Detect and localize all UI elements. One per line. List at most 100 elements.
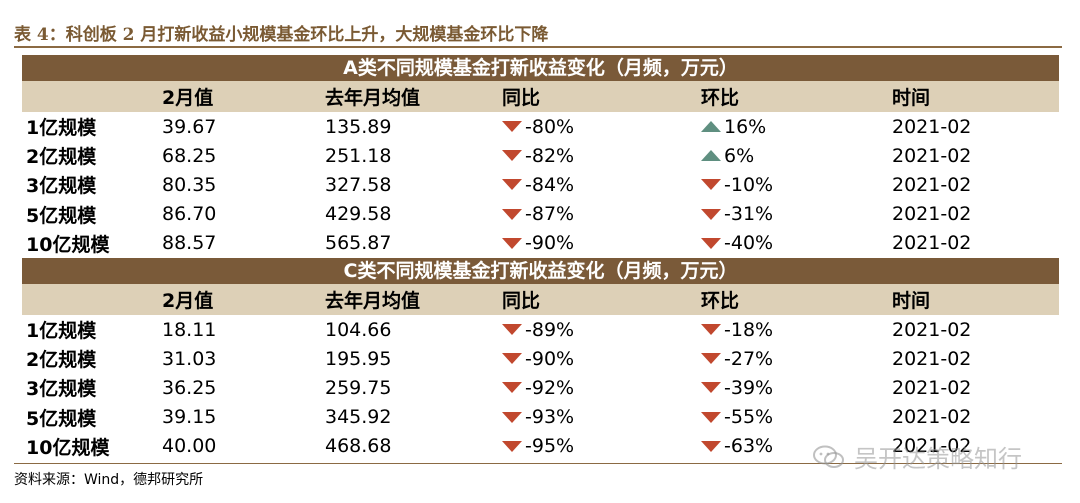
triangle-up-icon	[701, 150, 721, 162]
cell-mom: -10%	[701, 170, 773, 199]
source-note: 资料来源：Wind，德邦研究所	[14, 472, 204, 488]
column-header: 时间	[892, 87, 931, 109]
cell-time: 2021-02	[892, 232, 972, 255]
row-label: 2亿规模	[26, 349, 97, 372]
triangle-down-icon	[701, 440, 721, 452]
cell-time: 2021-02	[892, 203, 972, 226]
cell-value: -40%	[724, 232, 774, 255]
top-rule	[14, 46, 1062, 48]
triangle-down-icon	[701, 382, 721, 394]
cell-avg: 345.92	[325, 406, 392, 429]
table-row: 10亿规模 88.57 565.87 -90% -40% 2021-02	[22, 229, 1059, 258]
triangle-down-icon	[502, 440, 522, 452]
cell-time: 2021-02	[892, 173, 972, 196]
triangle-down-icon	[502, 353, 522, 365]
cell-time: 2021-02	[892, 318, 972, 341]
cell-value: -39%	[724, 376, 774, 399]
cell-time: 2021-02	[892, 115, 972, 138]
column-header: 2月值	[162, 289, 214, 312]
column-header: 2月值	[162, 87, 214, 109]
cell-yoy: -80%	[502, 112, 574, 141]
cell-mom: -27%	[701, 344, 773, 373]
triangle-down-icon	[502, 208, 522, 220]
cell-value: -87%	[525, 203, 575, 226]
cell-feb: 36.25	[162, 376, 217, 399]
cell-value: -89%	[525, 318, 575, 341]
cell-feb: 18.11	[162, 318, 217, 341]
cell-feb: 86.70	[162, 203, 217, 226]
cell-yoy: -84%	[502, 170, 574, 199]
cell-time: 2021-02	[892, 347, 972, 370]
column-header-row: 2月值 去年月均值 同比 环比 时间	[22, 283, 1059, 315]
cell-time: 2021-02	[892, 435, 972, 458]
column-header: 环比	[701, 87, 740, 109]
cell-feb: 80.35	[162, 173, 217, 196]
column-header: 同比	[502, 289, 541, 312]
table-row: 3亿规模 36.25 259.75 -92% -39% 2021-02	[22, 373, 1059, 402]
data-table: A类不同规模基金打新收益变化（月频，万元） 2月值 去年月均值 同比 环比 时间 1亿规模 3…	[22, 55, 1059, 461]
triangle-down-icon	[502, 324, 522, 336]
row-label: 3亿规模	[26, 175, 97, 198]
triangle-down-icon	[701, 208, 721, 220]
cell-mom: 6%	[701, 141, 754, 170]
triangle-down-icon	[502, 382, 522, 394]
table-row: 5亿规模 86.70 429.58 -87% -31% 2021-02	[22, 200, 1059, 229]
cell-feb: 88.57	[162, 232, 217, 255]
cell-yoy: -89%	[502, 315, 574, 344]
cell-value: -92%	[525, 376, 575, 399]
cell-yoy: -90%	[502, 229, 574, 258]
cell-value: -55%	[724, 406, 774, 429]
cell-mom: -31%	[701, 200, 773, 229]
cell-value: -18%	[724, 318, 774, 341]
cell-value: -82%	[525, 144, 575, 167]
table-row: 10亿规模 40.00 468.68 -95% -63% 2021-02	[22, 432, 1059, 461]
table-row: 1亿规模 39.67 135.89 -80% 16% 2021-02	[22, 112, 1059, 141]
section-heading: A类不同规模基金打新收益变化（月频，万元）	[22, 55, 1059, 81]
triangle-down-icon	[701, 179, 721, 191]
cell-yoy: -90%	[502, 344, 574, 373]
cell-mom: -18%	[701, 315, 773, 344]
column-header-row: 2月值 去年月均值 同比 环比 时间	[22, 81, 1059, 112]
cell-time: 2021-02	[892, 376, 972, 399]
cell-value: -93%	[525, 406, 575, 429]
cell-value: 16%	[724, 115, 767, 138]
cell-yoy: -92%	[502, 373, 574, 402]
column-header: 时间	[892, 289, 931, 312]
cell-value: -10%	[724, 173, 774, 196]
triangle-down-icon	[701, 353, 721, 365]
watermark-text: 吴开达策略知行	[854, 445, 1022, 473]
cell-value: -80%	[525, 115, 575, 138]
triangle-up-icon	[701, 121, 721, 133]
watermark: 吴开达策略知行	[812, 439, 1022, 474]
row-label: 10亿规模	[26, 436, 110, 459]
cell-mom: 16%	[701, 112, 766, 141]
cell-feb: 39.67	[162, 115, 217, 138]
column-header: 同比	[502, 87, 541, 109]
triangle-down-icon	[701, 237, 721, 249]
table-row: 1亿规模 18.11 104.66 -89% -18% 2021-02	[22, 315, 1059, 344]
cell-avg: 468.68	[325, 435, 392, 458]
triangle-down-icon	[502, 179, 522, 191]
triangle-down-icon	[502, 411, 522, 423]
triangle-down-icon	[502, 121, 522, 133]
cell-avg: 104.66	[325, 318, 392, 341]
cell-time: 2021-02	[892, 144, 972, 167]
cell-feb: 31.03	[162, 347, 217, 370]
cell-value: -90%	[525, 347, 575, 370]
cell-yoy: -87%	[502, 200, 574, 229]
cell-yoy: -82%	[502, 141, 574, 170]
row-label: 1亿规模	[26, 320, 97, 343]
cell-value: -63%	[724, 435, 774, 458]
column-header: 去年月均值	[325, 289, 421, 312]
cell-value: -90%	[525, 232, 575, 255]
triangle-down-icon	[701, 324, 721, 336]
cell-feb: 40.00	[162, 435, 217, 458]
cell-avg: 135.89	[325, 115, 392, 138]
column-header: 去年月均值	[325, 87, 421, 109]
column-header: 环比	[701, 289, 740, 312]
table-title: 表 4：科创板 2 月打新收益小规模基金环比上升，大规模基金环比下降	[14, 25, 549, 45]
table-row: 2亿规模 31.03 195.95 -90% -27% 2021-02	[22, 344, 1059, 373]
row-label: 10亿规模	[26, 233, 110, 256]
wechat-icon	[813, 445, 844, 468]
row-label: 3亿规模	[26, 378, 97, 401]
